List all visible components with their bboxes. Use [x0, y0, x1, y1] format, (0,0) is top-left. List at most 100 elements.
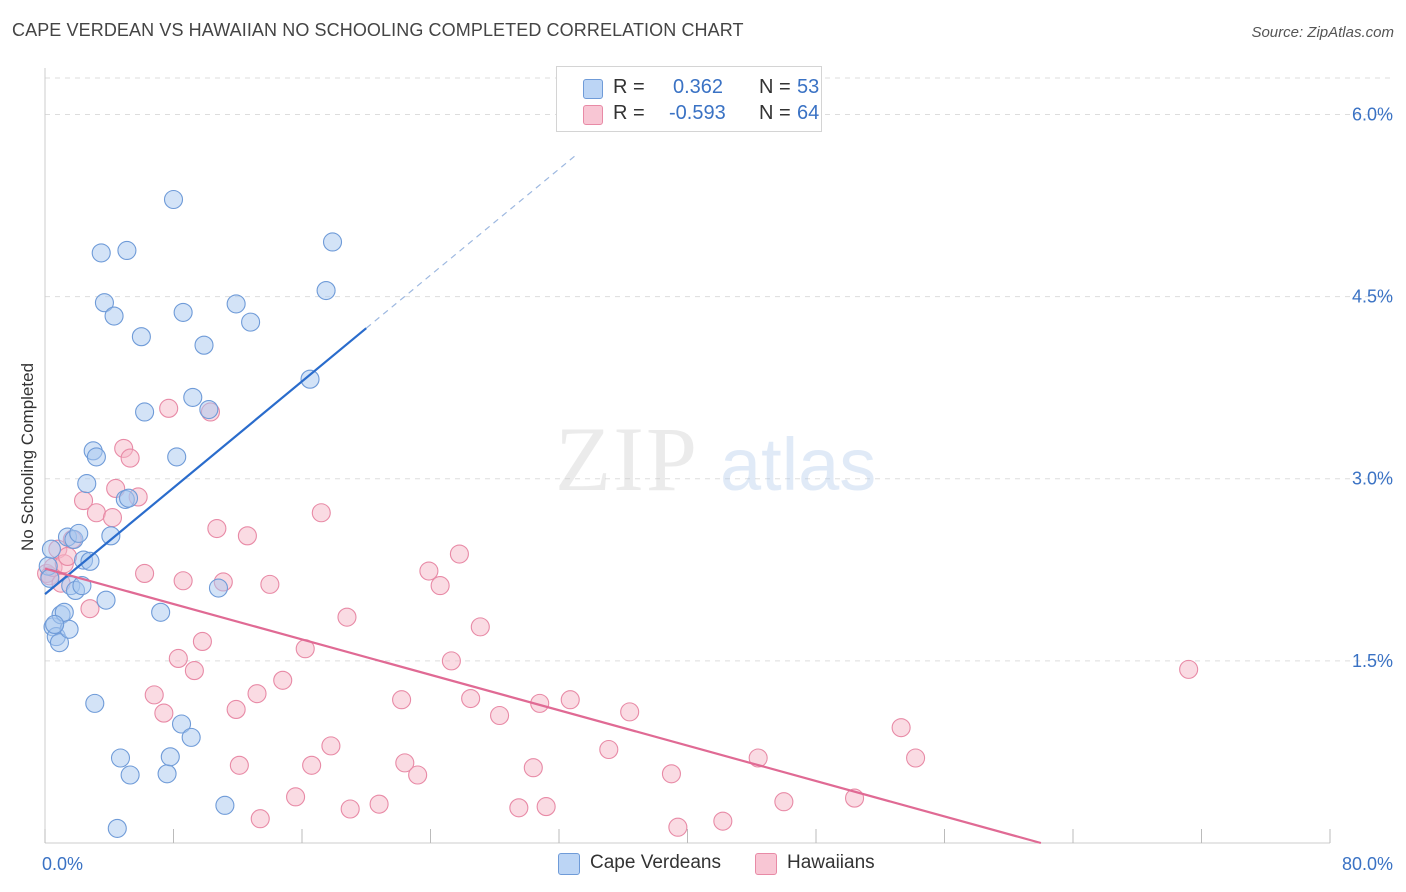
cape-verdeans-point	[171, 714, 192, 734]
hawaiians-point	[490, 705, 510, 726]
cape-verdeans-point	[208, 578, 229, 598]
cape-verdeans-point	[94, 293, 114, 313]
hawaiians-point	[168, 648, 188, 668]
hawaiians-point	[192, 631, 212, 651]
cape-verdeans-trend-line	[44, 327, 367, 595]
hawaiians-point	[135, 563, 155, 584]
cape-verdeans-point	[80, 551, 100, 571]
cape-verdeans-point	[226, 294, 246, 314]
legend-label: Hawaiians	[787, 852, 875, 873]
cape-verdeans-point	[199, 399, 219, 420]
hawaiians-point	[302, 755, 322, 775]
cape-verdeans-point	[77, 474, 97, 494]
hawaiians-point	[560, 690, 580, 710]
hawaiians-point	[57, 546, 78, 567]
cape-verdeans-point	[215, 795, 235, 815]
x-tick-label: 0.0%	[42, 854, 83, 874]
cape-verdeans-point	[322, 232, 343, 252]
hawaiians-point	[392, 690, 412, 710]
n-value: 64	[797, 102, 820, 124]
cape-verdeans-point	[173, 302, 193, 322]
hawaiians-point	[247, 684, 267, 704]
cape-verdeans-point	[107, 818, 127, 838]
hawaiians-point	[408, 765, 428, 785]
hawaiians-point	[340, 799, 360, 819]
cape-verdeans-point	[86, 447, 106, 467]
hawaiians-point	[120, 448, 140, 468]
hawaiians-point	[536, 797, 556, 817]
hawaiians-point	[369, 794, 389, 814]
legend-swatch-blue	[583, 79, 603, 99]
cape-verdeans-point	[110, 748, 131, 768]
cape-verdeans-point	[181, 727, 201, 747]
watermark-atlas: atlas	[720, 423, 876, 506]
legend-swatch-blue	[558, 853, 580, 875]
cape-verdeans-point	[45, 614, 65, 634]
hawaiians-point	[237, 526, 257, 546]
cape-verdeans-point	[194, 335, 214, 355]
y-tick-label: 1.5%	[1352, 651, 1393, 671]
r-label: R =	[613, 76, 645, 98]
r-value: -0.593	[669, 102, 726, 124]
trend-lines	[44, 155, 1042, 845]
cape-verdeans-trend-extension	[365, 155, 576, 329]
cape-verdeans-point	[91, 243, 111, 263]
watermark: ZIP atlas	[555, 408, 876, 510]
cape-verdeans-point	[85, 693, 105, 713]
hawaiians-point	[144, 685, 164, 705]
y-axis-label: No Schooling Completed	[18, 363, 37, 551]
hawaiians-point	[102, 508, 123, 528]
cape-verdeans-point	[316, 281, 336, 301]
cape-verdeans-point	[120, 765, 140, 785]
cape-verdeans-point	[300, 369, 320, 389]
hawaiians-point	[395, 753, 415, 773]
hawaiians-point	[173, 571, 193, 591]
cape-verdeans-point	[69, 523, 89, 543]
hawaiians-point	[599, 739, 619, 760]
cape-verdeans-point	[157, 764, 177, 784]
hawaiians-point	[229, 755, 249, 775]
cape-verdeans-point	[41, 539, 61, 559]
r-label: R =	[613, 102, 645, 124]
cape-verdeans-point	[241, 312, 261, 332]
hawaiians-point	[668, 817, 688, 837]
cape-verdeans-point	[183, 387, 203, 407]
hawaiians-point	[906, 748, 926, 768]
cape-verdeans-point	[135, 402, 155, 422]
hawaiians-point	[1179, 659, 1199, 679]
n-value: 53	[797, 76, 820, 98]
hawaiians-trend-line	[44, 567, 1042, 845]
hawaiians-point	[159, 398, 179, 418]
axes	[44, 68, 1331, 844]
hawaiians-point	[748, 748, 768, 768]
hawaiians-point	[470, 617, 490, 637]
hawaiians-point	[661, 764, 681, 784]
hawaiians-point	[774, 792, 794, 812]
hawaiians-point	[449, 544, 469, 564]
cape-verdeans-point	[49, 633, 70, 653]
r-value: 0.362	[673, 76, 724, 98]
hawaiians-point	[891, 718, 911, 738]
hawaiians-point	[260, 574, 280, 594]
watermark-zip: ZIP	[555, 408, 699, 510]
hawaiians-point	[226, 699, 246, 719]
hawaiians-point	[419, 561, 439, 581]
cape-verdeans-points	[38, 189, 343, 838]
grid-lines	[45, 77, 1390, 662]
legend-swatch-pink	[755, 853, 777, 875]
n-label: N =	[759, 76, 791, 98]
hawaiians-point	[620, 702, 640, 722]
cape-verdeans-point	[96, 590, 116, 610]
hawaiians-point	[337, 607, 357, 627]
hawaiians-point	[461, 688, 481, 709]
hawaiians-point	[286, 787, 306, 807]
y-tick-label: 6.0%	[1352, 104, 1393, 124]
hawaiians-point	[311, 503, 331, 523]
hawaiians-point	[80, 599, 100, 619]
cape-verdeans-point	[101, 526, 121, 546]
hawaiians-point	[713, 811, 733, 831]
cape-verdeans-point	[117, 240, 137, 261]
hawaiians-point	[321, 736, 341, 756]
x-tick-label: 80.0%	[1342, 854, 1393, 874]
source-credit: Source: ZipAtlas.com	[1251, 24, 1394, 41]
